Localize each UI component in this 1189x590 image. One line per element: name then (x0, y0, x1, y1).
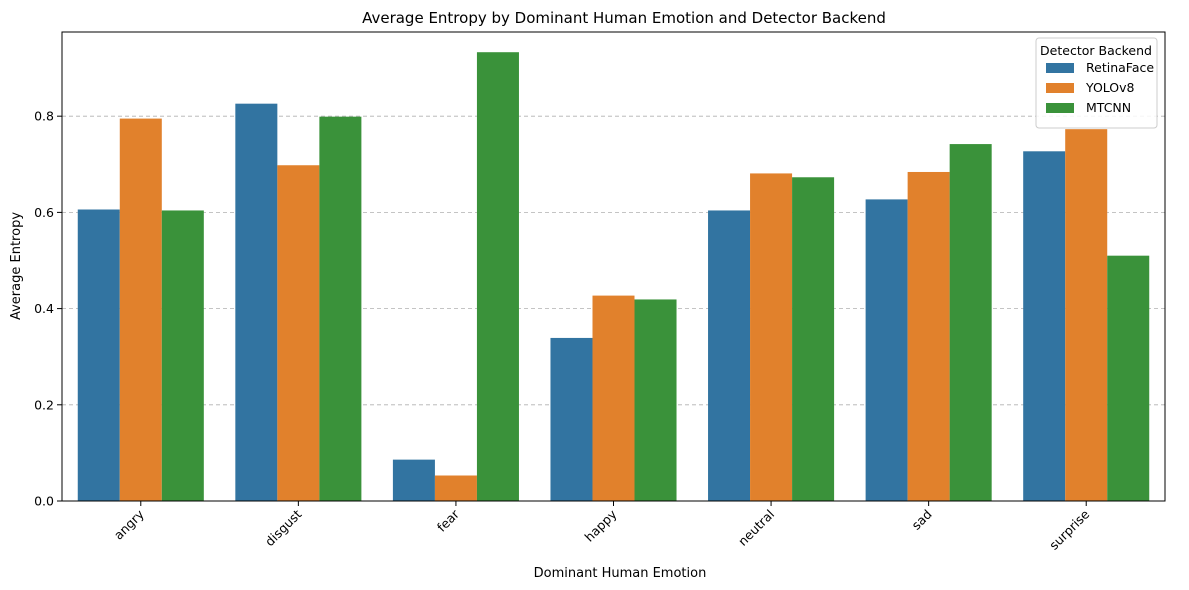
bar-yolov8-sad (907, 171, 950, 501)
bar-mtcnn-surprise (1107, 255, 1150, 501)
x-tick-label: surprise (1046, 506, 1092, 552)
y-tick-label: 0.0 (34, 494, 54, 509)
bar-yolov8-disgust (277, 165, 320, 501)
legend-items: RetinaFace YOLOv8 MTCNN (1046, 60, 1154, 115)
legend-label-mtcnn: MTCNN (1086, 100, 1131, 115)
y-tick-label: 0.8 (34, 109, 54, 124)
bar-mtcnn-fear (476, 52, 519, 502)
y-tick-label: 0.2 (34, 397, 54, 412)
bar-yolov8-fear (434, 475, 477, 501)
bar-retinaface-sad (865, 199, 908, 502)
y-axis-title: Average Entropy (9, 212, 24, 320)
y-axis: 0.0 0.2 0.4 0.6 0.8 (34, 109, 62, 509)
legend-swatch-mtcnn (1046, 103, 1074, 113)
bar-yolov8-neutral (750, 173, 793, 501)
bar-retinaface-angry (77, 209, 120, 501)
bar-mtcnn-sad (949, 144, 992, 501)
bar-retinaface-disgust (235, 103, 278, 501)
x-tick-label: angry (111, 506, 148, 543)
bar-mtcnn-disgust (319, 116, 362, 501)
x-tick-label: sad (909, 507, 935, 533)
bars (77, 52, 1150, 502)
legend-swatch-yolov8 (1046, 83, 1074, 93)
y-tick-label: 0.6 (34, 205, 54, 220)
bar-retinaface-happy (550, 337, 593, 501)
y-tick-label: 0.4 (34, 301, 54, 316)
bar-yolov8-surprise (1065, 129, 1108, 501)
x-axis-title: Dominant Human Emotion (534, 566, 707, 581)
legend-label-yolov8: YOLOv8 (1085, 80, 1135, 95)
legend: Detector Backend RetinaFace YOLOv8 MTCNN (1035, 37, 1158, 129)
x-tick-label: neutral (735, 507, 777, 549)
bar-yolov8-angry (119, 118, 162, 501)
bar-mtcnn-neutral (792, 177, 835, 501)
bar-retinaface-fear (392, 459, 435, 501)
bar-yolov8-happy (592, 295, 635, 501)
bar-retinaface-neutral (708, 210, 751, 501)
x-tick-label: happy (582, 506, 621, 545)
x-tick-label: disgust (262, 506, 305, 549)
bar-mtcnn-happy (634, 299, 677, 501)
x-tick-label: fear (434, 506, 463, 535)
legend-swatch-retinaface (1046, 63, 1074, 73)
bar-retinaface-surprise (1023, 151, 1066, 501)
legend-label-retinaface: RetinaFace (1086, 60, 1154, 75)
bar-mtcnn-angry (161, 210, 204, 501)
x-axis: angry disgust fear happy neutral sad surprise (111, 501, 1093, 553)
chart-title: Average Entropy by Dominant Human Emotio… (362, 9, 886, 27)
legend-title: Detector Backend (1040, 43, 1152, 58)
